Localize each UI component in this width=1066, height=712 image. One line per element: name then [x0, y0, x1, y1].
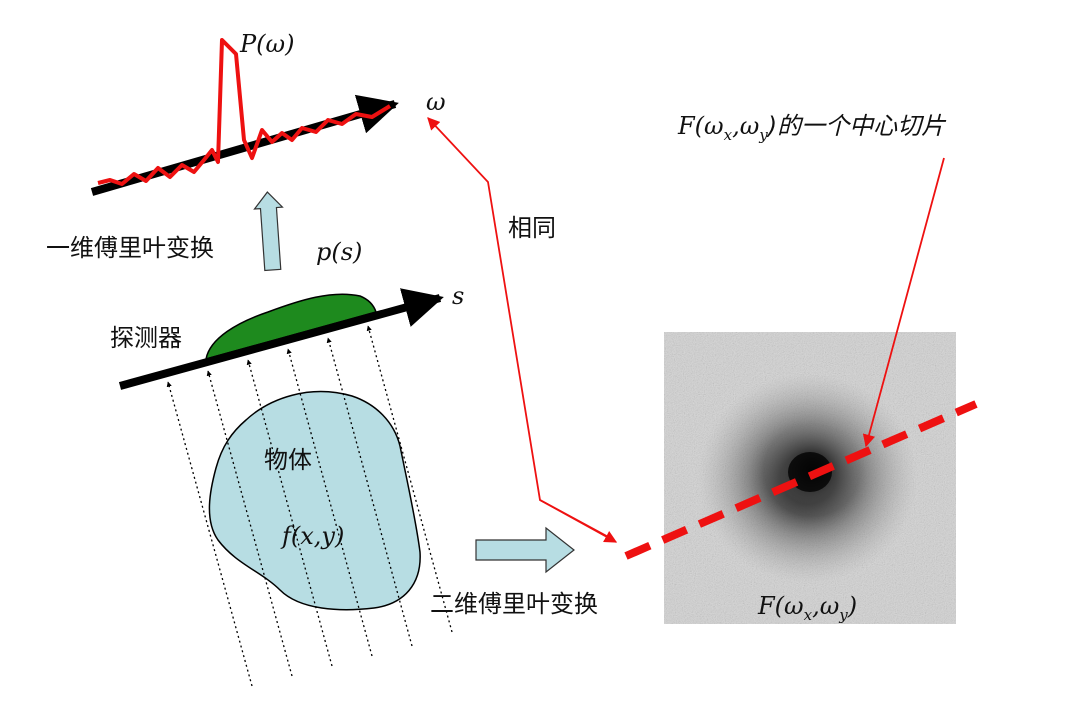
slice-caption: F(ωx,ωy)的一个中心切片 — [677, 112, 947, 144]
projection-rays — [166, 325, 453, 687]
f-xy-label: f(x,y) — [280, 522, 344, 550]
fourier-1d-arrow — [253, 191, 284, 272]
projection-profile — [205, 293, 377, 361]
omega-label: ω — [426, 88, 446, 116]
caption-pointer — [862, 157, 945, 448]
spectrum-curve — [97, 38, 392, 186]
fourier-2d-arrow — [475, 526, 575, 574]
p-s-label: p(s) — [316, 238, 362, 266]
same-connector-head — [539, 499, 618, 543]
fourier-1d-label: 一维傅里叶变换 — [46, 234, 214, 262]
F-label: F(ωx,ωy) — [757, 592, 857, 624]
fourier-2d-label: 二维傅里叶变换 — [430, 590, 598, 618]
same-connector — [427, 117, 615, 541]
spectrum-image — [664, 332, 956, 624]
same-label: 相同 — [508, 214, 556, 242]
detector-axis — [118, 288, 444, 390]
p-omega-label: P(ω) — [239, 30, 294, 58]
object-label: 物体 — [264, 446, 312, 474]
central-slice-line — [624, 400, 978, 560]
detector-label: 探测器 — [110, 324, 182, 352]
s-axis-label: s — [452, 282, 464, 310]
object-shape — [208, 390, 421, 611]
